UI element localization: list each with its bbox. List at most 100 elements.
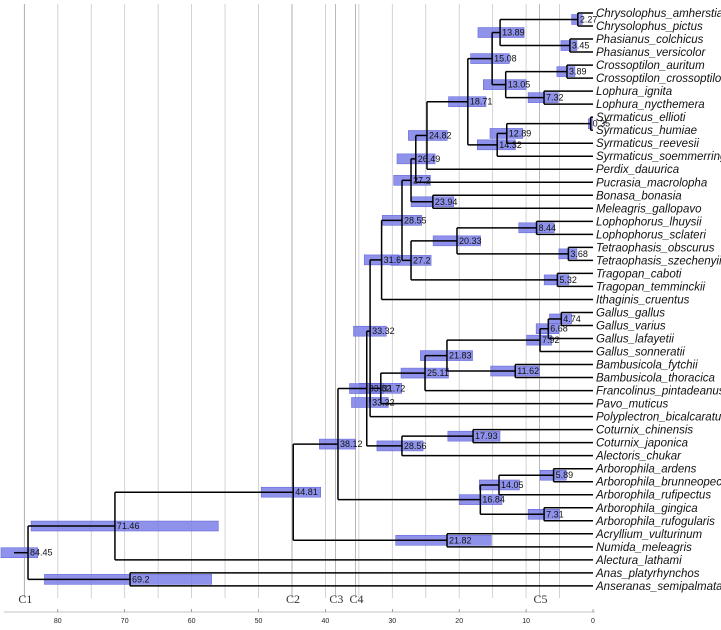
taxon-label: Gallus_sonneratii — [596, 347, 685, 359]
hpd-bar — [393, 175, 431, 186]
taxon-label: Arborophila_ardens — [595, 464, 697, 476]
node-age-label: 6.68 — [550, 324, 568, 334]
calibration-label: C4 — [350, 592, 364, 606]
taxon-label: Lophura_nycthemera — [596, 99, 705, 111]
hpd-bar — [408, 130, 448, 141]
node-age-label: 15.08 — [494, 54, 517, 64]
taxon-label: Bambusicola_fytchii — [596, 360, 698, 372]
node-age-label: 69.2 — [132, 574, 150, 584]
node-age-label: 13.89 — [502, 28, 525, 38]
axis-tick-label: 0 — [591, 618, 595, 625]
taxon-label: Perdix_dauurica — [596, 164, 679, 176]
axis-tick-label: 70 — [121, 618, 129, 625]
node-age-label: 38.12 — [340, 439, 363, 449]
node-age-label: 5.32 — [559, 275, 577, 285]
taxon-label: Gallus_lafayetii — [596, 334, 674, 346]
taxon-label: Arborophila_rufipectus — [595, 490, 711, 502]
taxon-label: Numida_meleagris — [596, 542, 692, 554]
taxon-label: Bambusicola_thoracica — [596, 373, 715, 385]
taxon-label: Alectura_lathami — [595, 555, 682, 567]
taxon-label: Bonasa_bonasia — [596, 190, 682, 202]
axis-tick-label: 80 — [54, 618, 62, 625]
node-age-label: 25.11 — [427, 368, 449, 378]
taxon-label: Lophophorus_sclateri — [596, 229, 706, 241]
node-age-label: 20.33 — [459, 236, 482, 246]
axis-tick-label: 20 — [455, 618, 463, 625]
node-age-label: 26.49 — [418, 154, 441, 164]
axis-tick-label: 30 — [388, 618, 396, 625]
calibration-labels: C1 C2 C3 C4 C5 — [18, 592, 547, 606]
taxon-label: Crossoptilon_auritum — [596, 60, 705, 72]
calibration-label: C1 — [18, 592, 32, 606]
node-age-label: 18.71 — [470, 97, 493, 107]
taxon-label: Coturnix_chinensis — [596, 425, 693, 437]
node-age-label: 71.46 — [117, 521, 140, 531]
node-age-label: 0.35 — [593, 119, 611, 129]
taxon-labels: Chrysolophus_amherstiaeChrysolophus_pict… — [595, 8, 721, 593]
node-age-label: 12.89 — [509, 128, 532, 138]
axis-tick-label: 40 — [322, 618, 330, 625]
taxon-label: Chrysolophus_amherstiae — [596, 8, 721, 20]
node-age-label: 13.05 — [508, 80, 531, 90]
node-age-label: 24.82 — [429, 130, 452, 140]
taxon-label: Crossoptilon_crossoptilon — [596, 73, 721, 85]
taxon-label: Syrmaticus_reevesii — [596, 138, 699, 150]
node-age-label: 11.62 — [517, 366, 539, 376]
node-age-label: 33.32 — [372, 397, 395, 407]
taxon-label: Gallus_gallus — [596, 307, 665, 319]
node-age-labels: 2.27 3.45 13.89 3.89 7.32 13.05 15.08 0.35 12.89… — [30, 15, 610, 585]
taxon-label: Gallus_varius — [596, 320, 666, 332]
node-age-label: 14.05 — [501, 480, 524, 490]
taxon-label: Francolinus_pintadeanus — [596, 386, 721, 398]
node-age-label: 31.6 — [384, 255, 402, 265]
node-age-label: 3.89 — [569, 67, 587, 77]
taxon-label: Pucrasia_macrolopha — [596, 177, 707, 189]
node-age-label: 8.44 — [539, 223, 557, 233]
taxon-label: Arborophila_brunneopectus — [595, 477, 721, 489]
taxon-label: Phasianus_versicolor — [596, 47, 706, 59]
taxon-label: Tragopan_temminckii — [596, 281, 706, 293]
node-age-label: 28.56 — [404, 441, 427, 451]
node-age-label: 23.94 — [435, 197, 458, 207]
calibration-label: C5 — [533, 592, 547, 606]
node-age-label: 33.82 — [369, 384, 392, 394]
node-age-label: 3.45 — [572, 41, 590, 51]
branches — [14, 12, 593, 587]
node-age-label: 16.84 — [482, 495, 505, 505]
taxon-label: Syrmaticus_ellioti — [596, 112, 686, 124]
taxon-label: Anas_platyrhynchos — [595, 568, 700, 580]
node-age-label: 7.32 — [546, 93, 564, 103]
node-age-label: 7.31 — [546, 509, 564, 519]
node-age-label: 14.32 — [499, 140, 522, 150]
node-age-label: 31.72 — [383, 383, 406, 393]
taxon-label: Tetraophasis_szechenyii — [596, 255, 721, 267]
hpd-bar — [477, 27, 525, 38]
taxon-label: Ithaginis_cruentus — [596, 294, 690, 306]
taxon-label: Meleagris_gallopavo — [596, 203, 702, 215]
axis-tick-label: 10 — [522, 618, 530, 625]
taxon-label: Lophophorus_lhuysii — [596, 216, 702, 228]
taxon-label: Syrmaticus_soemmerringi — [596, 151, 721, 163]
node-age-label: 4.74 — [563, 314, 581, 324]
node-age-label: 27.2 — [413, 175, 431, 185]
taxon-label: Coturnix_japonica — [596, 438, 688, 450]
grid-lines — [23, 4, 560, 598]
taxon-label: Anseranas_semipalmata — [595, 581, 721, 593]
node-age-label: 21.82 — [449, 535, 472, 545]
calibration-label: C3 — [329, 592, 343, 606]
node-age-label: 5.89 — [556, 470, 574, 480]
node-age-label: 7.92 — [542, 335, 560, 345]
node-age-label: 28.55 — [404, 215, 427, 225]
node-age-label: 3.68 — [570, 249, 588, 259]
taxon-label: Phasianus_colchicus — [596, 34, 704, 46]
node-age-label: 84.45 — [30, 548, 53, 558]
taxon-label: Syrmaticus_humiae — [596, 125, 697, 137]
taxon-label: Polyplectron_bicalcaratum — [596, 412, 721, 424]
node-age-label: 21.83 — [449, 351, 472, 361]
taxon-label: Tetraophasis_obscurus — [596, 242, 715, 254]
time-axis: 0 10 20 30 40 50 60 70 80 — [4, 609, 595, 625]
node-age-label: 2.27 — [580, 15, 598, 25]
taxon-label: Arborophila_gingica — [595, 503, 698, 515]
taxon-label: Tragopan_caboti — [596, 268, 682, 280]
